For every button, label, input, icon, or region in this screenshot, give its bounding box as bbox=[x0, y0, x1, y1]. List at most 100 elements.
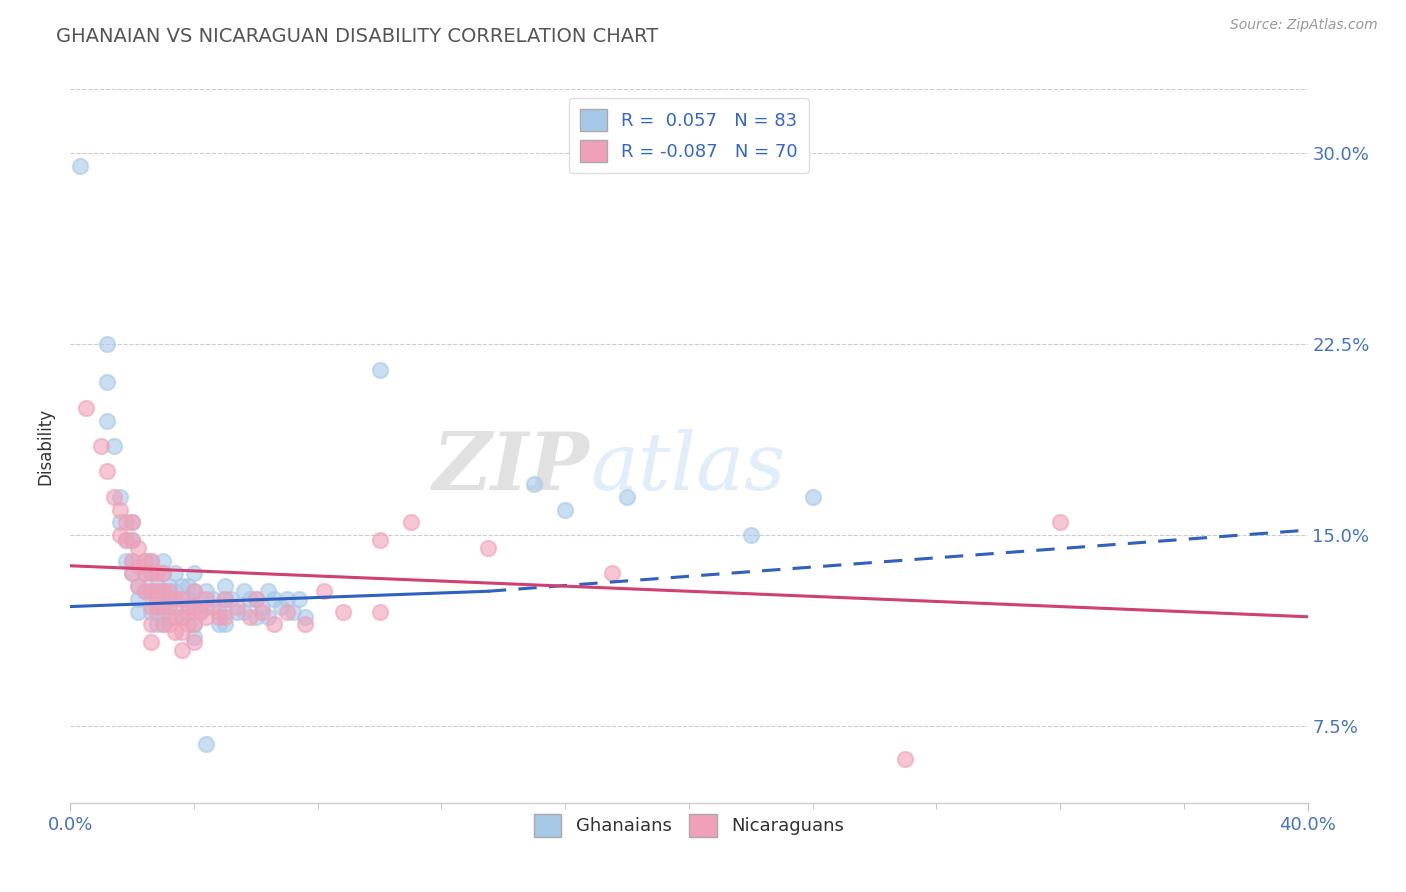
Point bbox=[121, 533, 143, 548]
Point bbox=[96, 376, 118, 390]
Point bbox=[69, 159, 91, 173]
Point bbox=[115, 533, 138, 548]
Point bbox=[75, 401, 97, 415]
Point bbox=[152, 617, 174, 632]
Point bbox=[146, 566, 169, 581]
Point bbox=[195, 609, 218, 624]
Point bbox=[139, 605, 162, 619]
Point bbox=[276, 591, 298, 606]
Point bbox=[239, 591, 262, 606]
Point bbox=[115, 533, 138, 548]
Point bbox=[183, 630, 205, 644]
Point bbox=[232, 605, 254, 619]
Point bbox=[177, 591, 200, 606]
Point bbox=[183, 584, 205, 599]
Point bbox=[108, 502, 131, 516]
Point bbox=[183, 566, 205, 581]
Point bbox=[152, 566, 174, 581]
Point bbox=[281, 605, 304, 619]
Point bbox=[170, 591, 193, 606]
Point bbox=[616, 490, 638, 504]
Point bbox=[165, 599, 187, 614]
Point bbox=[157, 579, 180, 593]
Point bbox=[152, 584, 174, 599]
Point bbox=[201, 591, 224, 606]
Point bbox=[134, 566, 156, 581]
Point bbox=[250, 599, 273, 614]
Point bbox=[152, 599, 174, 614]
Point bbox=[177, 579, 200, 593]
Point bbox=[214, 591, 236, 606]
Point bbox=[139, 584, 162, 599]
Point bbox=[121, 554, 143, 568]
Point bbox=[368, 362, 391, 376]
Point bbox=[214, 609, 236, 624]
Text: ZIP: ZIP bbox=[433, 429, 591, 506]
Point bbox=[250, 605, 273, 619]
Point bbox=[183, 599, 205, 614]
Point bbox=[170, 625, 193, 640]
Point bbox=[121, 533, 143, 548]
Point bbox=[600, 566, 623, 581]
Point bbox=[157, 591, 180, 606]
Point bbox=[139, 554, 162, 568]
Point bbox=[170, 609, 193, 624]
Point bbox=[201, 599, 224, 614]
Point bbox=[312, 584, 335, 599]
Point bbox=[157, 584, 180, 599]
Point bbox=[208, 617, 231, 632]
Point bbox=[183, 635, 205, 649]
Point bbox=[152, 554, 174, 568]
Point bbox=[214, 579, 236, 593]
Point bbox=[801, 490, 824, 504]
Point bbox=[170, 591, 193, 606]
Point bbox=[152, 566, 174, 581]
Point bbox=[214, 617, 236, 632]
Point bbox=[170, 643, 193, 657]
Point bbox=[332, 605, 354, 619]
Point bbox=[96, 337, 118, 351]
Y-axis label: Disability: Disability bbox=[37, 408, 55, 484]
Point bbox=[170, 579, 193, 593]
Point bbox=[157, 599, 180, 614]
Point bbox=[146, 591, 169, 606]
Point bbox=[134, 554, 156, 568]
Point bbox=[96, 465, 118, 479]
Point bbox=[127, 591, 149, 606]
Point bbox=[139, 617, 162, 632]
Point bbox=[127, 605, 149, 619]
Point bbox=[134, 584, 156, 599]
Point bbox=[245, 609, 267, 624]
Point bbox=[177, 617, 200, 632]
Point bbox=[121, 516, 143, 530]
Point bbox=[127, 579, 149, 593]
Point bbox=[232, 584, 254, 599]
Point bbox=[139, 554, 162, 568]
Point bbox=[146, 605, 169, 619]
Point bbox=[276, 605, 298, 619]
Point bbox=[195, 591, 218, 606]
Point bbox=[219, 591, 242, 606]
Point bbox=[127, 558, 149, 573]
Point bbox=[740, 528, 762, 542]
Point bbox=[134, 584, 156, 599]
Point bbox=[226, 599, 249, 614]
Legend: Ghanaians, Nicaraguans: Ghanaians, Nicaraguans bbox=[527, 807, 851, 844]
Point bbox=[165, 609, 187, 624]
Point bbox=[157, 609, 180, 624]
Point bbox=[146, 617, 169, 632]
Point bbox=[294, 617, 316, 632]
Point bbox=[195, 584, 218, 599]
Point bbox=[188, 605, 211, 619]
Point bbox=[146, 579, 169, 593]
Text: atlas: atlas bbox=[591, 429, 786, 506]
Point bbox=[121, 566, 143, 581]
Point bbox=[103, 490, 125, 504]
Point bbox=[239, 609, 262, 624]
Point bbox=[152, 599, 174, 614]
Point bbox=[195, 737, 218, 751]
Point bbox=[127, 541, 149, 555]
Point bbox=[134, 554, 156, 568]
Point bbox=[226, 605, 249, 619]
Point bbox=[288, 591, 311, 606]
